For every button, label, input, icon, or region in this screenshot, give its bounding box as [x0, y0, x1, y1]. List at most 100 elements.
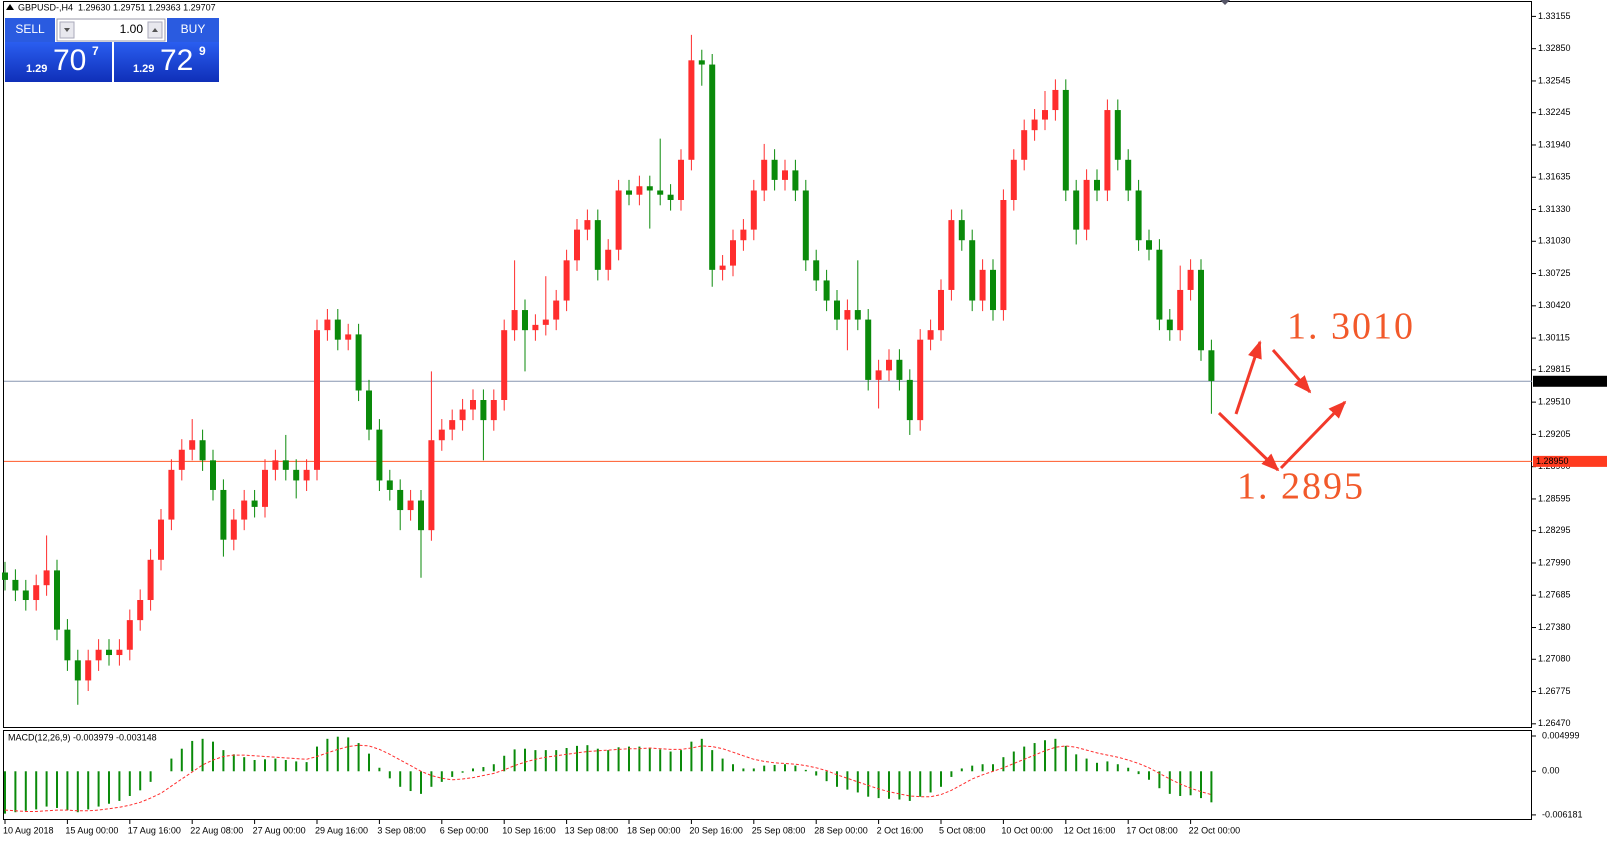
candle-body	[272, 460, 279, 470]
candle-body	[168, 469, 175, 520]
candle-body	[262, 469, 268, 507]
candle-body	[792, 170, 799, 191]
sell-button[interactable]	[5, 18, 55, 42]
macd-signal	[4, 744, 1212, 812]
main-frame	[3, 1, 1532, 728]
x-tick-label: 13 Sep 08:00	[565, 825, 619, 835]
y-tick-label: 1.28295	[1538, 525, 1571, 535]
candle-body	[938, 289, 944, 331]
plot: 1.33155 1.32850 1.32545 1.32245 1.31940 1.316…	[2, 11, 1607, 835]
candle-body	[542, 319, 549, 325]
candle-body	[366, 390, 372, 430]
candle-body	[1094, 179, 1100, 191]
x-tick-label: 25 Sep 08:00	[752, 825, 806, 835]
candle-body	[1021, 130, 1028, 160]
candle-body	[875, 370, 882, 380]
candle-body	[615, 190, 622, 250]
candle-body	[979, 269, 986, 301]
candle-body	[646, 186, 653, 191]
candle-body	[886, 359, 892, 371]
candle-body	[418, 500, 424, 531]
candle-body	[74, 660, 81, 681]
y-tick-label: 1.31030	[1538, 236, 1571, 246]
candle-body	[459, 409, 466, 421]
candle-body	[688, 60, 695, 160]
candle-body	[116, 649, 123, 656]
candle-body	[178, 449, 185, 470]
candle-body	[1198, 269, 1204, 351]
candle-body	[282, 460, 289, 470]
collapse-icon[interactable]	[6, 4, 14, 10]
y-tick-label: 1.31330	[1538, 204, 1571, 214]
candle-body	[126, 620, 133, 650]
candle-body	[324, 319, 331, 331]
x-tick-label: 3 Sep 08:00	[377, 825, 426, 835]
macd-label: MACD(12,26,9) -0.003979 -0.003148	[8, 732, 157, 742]
candle-body	[906, 379, 913, 421]
price-label: 1.28950	[1536, 456, 1569, 466]
candle-body	[563, 260, 570, 301]
candle-body	[636, 186, 643, 195]
price-label-box	[1533, 455, 1607, 467]
candle-body	[854, 310, 861, 320]
x-tick-label: 10 Oct 00:00	[1001, 825, 1053, 835]
ask-pips: 72	[160, 44, 193, 77]
x-tick-label: 15 Aug 00:00	[65, 825, 118, 835]
candle-body	[1135, 190, 1142, 241]
candle-body	[407, 500, 414, 511]
candle-body	[428, 440, 435, 531]
candle-body	[698, 60, 705, 65]
candle-body	[594, 220, 601, 270]
y-tick-label: 1.31635	[1538, 172, 1571, 182]
candle-body	[54, 570, 60, 630]
candle-body	[43, 570, 50, 586]
forecast-arrows	[1217, 340, 1347, 472]
candle-body	[678, 159, 684, 201]
candle-body	[95, 649, 102, 661]
candle-body	[626, 190, 632, 195]
candle-body	[106, 649, 112, 656]
y-tick-label: 1.26470	[1538, 718, 1571, 728]
y-tick-label: 1.27380	[1538, 622, 1571, 632]
candle-body	[1156, 249, 1163, 320]
x-tick-label: 5 Oct 08:00	[939, 825, 986, 835]
arrow-down	[1271, 349, 1312, 394]
candle-body	[522, 310, 528, 331]
candle-body	[1052, 89, 1059, 111]
candle-body	[345, 334, 352, 340]
y-tick-label: 1.31940	[1538, 139, 1571, 149]
x-tick-label: 29 Aug 16:00	[315, 825, 368, 835]
candle-body	[220, 489, 227, 540]
candle-body	[584, 220, 591, 230]
buy-button[interactable]	[167, 18, 219, 42]
candle-body	[85, 660, 92, 681]
candle-body	[1187, 269, 1194, 290]
lots-field[interactable]	[56, 18, 166, 42]
macd-tick-label: 0.004999	[1542, 730, 1580, 740]
candle-body	[1042, 110, 1048, 120]
y-tick-label: 1.27685	[1538, 590, 1571, 600]
candle-body	[511, 310, 518, 331]
x-tick-label: 22 Oct 00:00	[1189, 825, 1241, 835]
candle-body	[667, 194, 674, 201]
candle-body	[1114, 110, 1121, 160]
shift-marker	[1220, 0, 1230, 5]
bid-box[interactable]	[5, 42, 112, 82]
down-arrow	[64, 28, 70, 32]
candle-body	[1177, 289, 1184, 331]
price-label-box	[1533, 375, 1607, 387]
candle-body	[730, 240, 736, 266]
candle-body	[574, 229, 580, 261]
candle-body	[230, 519, 237, 540]
candle-body	[813, 260, 820, 281]
candle-body	[490, 400, 497, 421]
candle-body	[1010, 159, 1017, 201]
candle-body	[376, 429, 383, 481]
arrow-up	[1234, 340, 1262, 415]
candle-body	[501, 330, 508, 401]
ask-box[interactable]	[114, 42, 219, 82]
candle-body	[438, 429, 445, 441]
y-tick-label: 1.27080	[1538, 654, 1571, 664]
